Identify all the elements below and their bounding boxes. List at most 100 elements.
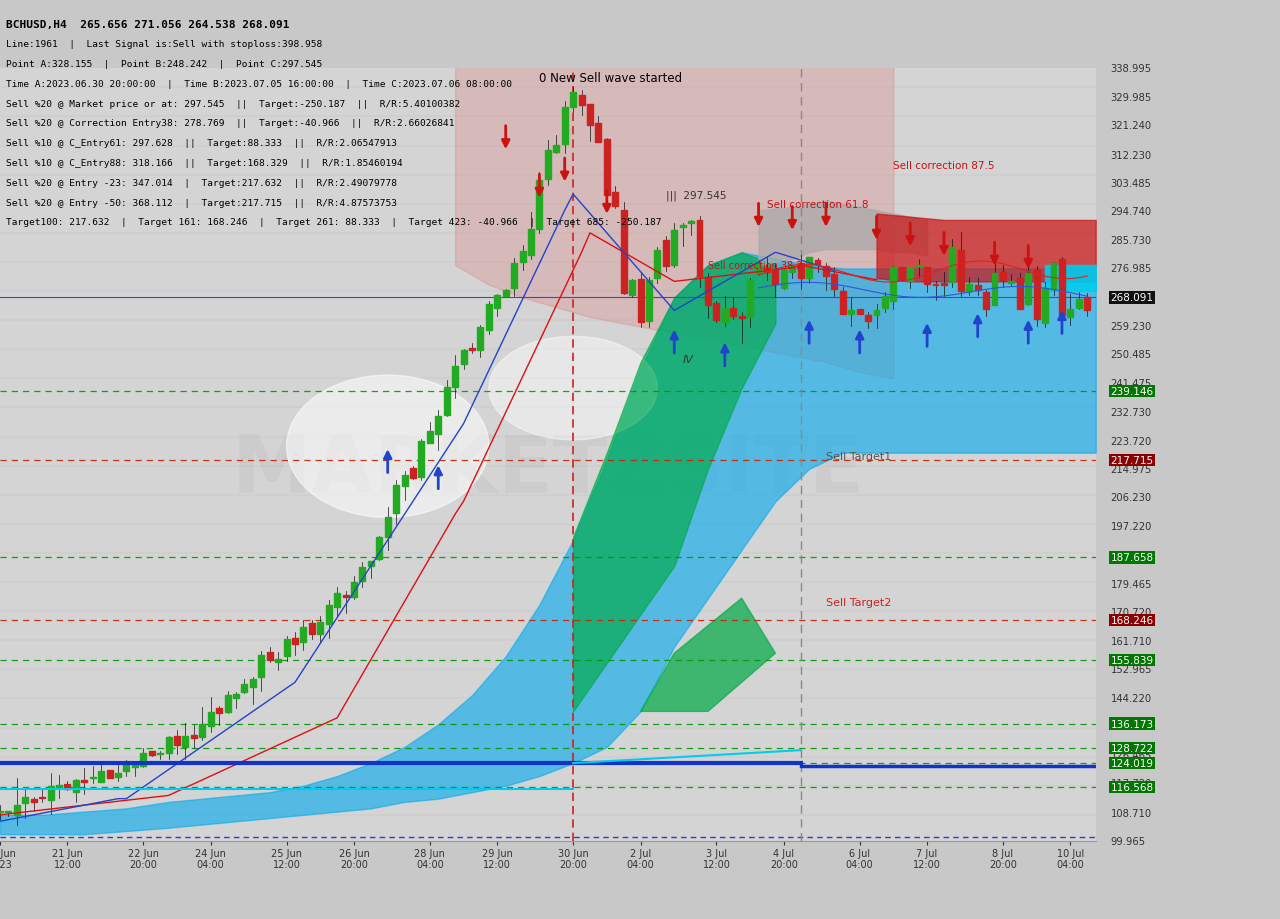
Bar [966,284,973,292]
Text: 0 New Sell wave started: 0 New Sell wave started [539,72,682,85]
Text: 108.710: 108.710 [1111,808,1152,818]
Bar [856,310,863,314]
Polygon shape [489,337,658,440]
Bar [579,96,585,107]
Text: 239.146: 239.146 [1111,386,1153,396]
Text: 128.722: 128.722 [1111,743,1153,753]
Bar [242,685,247,693]
Bar [82,779,87,782]
Bar [165,737,172,754]
Text: 294.740: 294.740 [1111,207,1152,217]
Bar [123,765,129,772]
Bar [410,469,416,479]
Text: 303.485: 303.485 [1111,178,1151,188]
Text: 241.475: 241.475 [1111,379,1152,389]
Text: Sell %20 @ Entry -23: 347.014  |  Target:217.632  ||  R/R:2.49079778: Sell %20 @ Entry -23: 347.014 | Target:2… [6,178,397,187]
Bar [933,284,938,286]
Bar [671,231,677,266]
Bar [141,753,146,766]
Bar [957,251,964,291]
Bar [444,388,449,415]
Bar [22,797,28,803]
Bar [56,786,61,787]
Bar [975,286,980,290]
Bar [31,800,37,802]
Bar [553,145,559,153]
Bar [630,281,635,296]
Bar [40,797,45,799]
Text: |||  297.545: ||| 297.545 [666,190,726,200]
Bar [428,431,433,444]
Bar [64,784,70,789]
Bar [99,771,104,782]
Text: Sell %10 @ C_Entry88: 318.166  ||  Target:168.329  ||  R/R:1.85460194: Sell %10 @ C_Entry88: 318.166 || Target:… [6,159,403,168]
Bar [47,786,54,800]
Text: Time A:2023.06.30 20:00:00  |  Time B:2023.07.05 16:00:00  |  Time C:2023.07.06 : Time A:2023.06.30 20:00:00 | Time B:2023… [6,80,512,89]
Text: 187.658: 187.658 [1111,552,1153,562]
Bar [435,417,442,434]
Bar [696,221,703,278]
Bar [713,303,719,321]
Bar [511,264,517,289]
Text: 136.173: 136.173 [1111,719,1153,729]
Bar [106,771,113,778]
Bar [806,258,812,278]
Text: Point A:328.155  |  Point B:248.242  |  Point C:297.545: Point A:328.155 | Point B:248.242 | Poin… [6,60,323,69]
Text: 268.091: 268.091 [1111,293,1153,303]
Bar [494,295,500,309]
Bar [545,151,550,180]
Bar [646,280,652,322]
Bar [0,811,3,812]
Bar [132,763,138,767]
Bar [529,230,534,255]
Text: Sell %20 @ Correction Entry38: 278.769  ||  Target:-40.966  ||  R/R:2.66026841: Sell %20 @ Correction Entry38: 278.769 |… [6,119,454,129]
Text: 144.220: 144.220 [1111,693,1152,703]
Bar [899,267,905,280]
Bar [814,261,820,265]
Text: 126.465: 126.465 [1111,750,1152,760]
Bar [772,271,778,284]
Text: 188.475: 188.475 [1111,550,1152,560]
Text: 312.230: 312.230 [1111,151,1152,160]
Bar [705,278,710,306]
Bar [292,638,298,645]
Bar [452,367,458,388]
Bar [191,735,197,738]
Bar [823,267,829,277]
Text: 338.995: 338.995 [1111,64,1152,74]
Bar [689,222,694,223]
Text: 223.720: 223.720 [1111,437,1152,447]
Bar [301,628,306,642]
Bar [680,226,686,228]
Bar [941,284,947,285]
Text: Sell Target2: Sell Target2 [826,597,891,607]
Text: Sell correction 61.8: Sell correction 61.8 [767,199,868,210]
Text: Sell correction 87.5: Sell correction 87.5 [893,161,995,171]
Bar [468,349,475,350]
Bar [1016,278,1023,310]
Bar [1034,270,1039,320]
Text: Target100: 217.632  |  Target 161: 168.246  |  Target 261: 88.333  |  Target 423: Target100: 217.632 | Target 161: 168.246… [6,218,662,227]
Text: BCHUSD,H4  265.656 271.056 264.538 268.091: BCHUSD,H4 265.656 271.056 264.538 268.09… [6,19,289,29]
Polygon shape [640,598,776,711]
Text: Line:1961  |  Last Signal is:Sell with stoploss:398.958: Line:1961 | Last Signal is:Sell with sto… [6,40,323,50]
Bar [224,696,230,712]
Bar [908,269,913,282]
Bar [849,311,854,314]
Bar [325,605,332,624]
Bar [14,805,19,815]
Bar [284,639,289,656]
Text: 217.715: 217.715 [1111,456,1153,466]
Bar [882,297,888,309]
Bar [748,281,753,318]
Bar [536,181,543,230]
Text: 179.465: 179.465 [1111,579,1152,589]
Bar [259,655,264,677]
Bar [891,268,896,301]
Bar [393,486,399,514]
Text: 276.985: 276.985 [1111,264,1152,274]
Bar [588,106,593,126]
Text: Sell %20 @ Entry -50: 368.112  |  Target:217.715  ||  R/R:4.87573753: Sell %20 @ Entry -50: 368.112 | Target:2… [6,199,397,208]
Bar [1076,301,1082,309]
Text: 152.965: 152.965 [1111,664,1152,675]
